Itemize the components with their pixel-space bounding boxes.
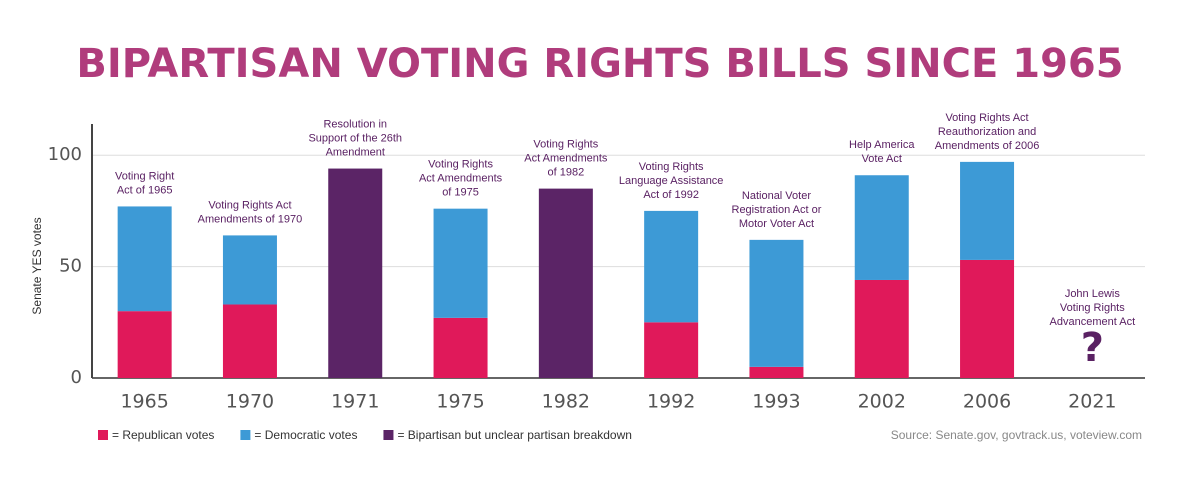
bar-annotation: Act of 1965: [117, 184, 173, 196]
bar-annotation: Amendments of 2006: [935, 140, 1040, 152]
bar-segment: [644, 322, 699, 378]
bar-annotation: Amendments of 1970: [198, 213, 303, 225]
legend-label: = Republican votes: [112, 428, 214, 442]
bar-annotation: Motor Voter Act: [739, 218, 814, 230]
bar-segment: [538, 188, 593, 378]
bar-annotation: Advancement Act: [1050, 316, 1136, 328]
bar-annotation: Resolution in: [323, 118, 387, 130]
bar-segment: [644, 210, 699, 323]
bar-segment: [960, 161, 1015, 260]
legend-label: = Bipartisan but unclear partisan breakd…: [397, 428, 631, 442]
bar-annotation: National Voter: [742, 190, 811, 202]
bar-annotation: of 1975: [442, 187, 479, 199]
x-tick-label: 1970: [226, 391, 274, 413]
bar-annotation: Voting Rights: [533, 139, 598, 151]
x-tick-label: 2006: [963, 391, 1011, 413]
x-tick-label: 1965: [120, 391, 168, 413]
bar-segment: [222, 235, 277, 305]
bar-segment: [960, 259, 1015, 378]
bar-segment: [749, 366, 804, 378]
bar-annotation: Voting Rights Act: [945, 112, 1028, 124]
bar-segment: [433, 208, 488, 318]
y-tick-label: 0: [71, 367, 82, 388]
legend-swatch: [383, 430, 394, 440]
bar-annotation: Registration Act or: [732, 204, 822, 216]
bar-segment: [222, 304, 277, 378]
bar-annotation: Voting Rights: [639, 161, 704, 173]
bar-segment: [854, 279, 909, 378]
bar-annotation: of 1982: [547, 167, 584, 179]
x-tick-label: 2002: [858, 391, 906, 413]
x-tick-label: 1982: [542, 391, 590, 413]
x-tick-label: 1971: [331, 391, 379, 413]
x-tick-label: 1992: [647, 391, 695, 413]
bar-annotation: Act Amendments: [524, 153, 608, 165]
bar-annotation: Amendment: [326, 146, 385, 158]
legend-swatch: [240, 430, 251, 440]
bar-annotation: Voting Right: [115, 170, 174, 182]
bar-segment: [854, 175, 909, 280]
pending-mark: ?: [1081, 325, 1104, 371]
x-tick-label: 1993: [752, 391, 800, 413]
chart-title: BIPARTISAN VOTING RIGHTS BILLS SINCE 196…: [76, 41, 1123, 87]
legend-swatch: [98, 430, 108, 440]
bar-annotation: Language Assistance: [619, 175, 724, 187]
y-tick-label: 100: [48, 144, 82, 165]
bar-segment: [749, 239, 804, 367]
bar-segment: [433, 317, 488, 378]
bar-segment: [328, 168, 383, 378]
bar-annotation: Support of the 26th: [308, 132, 402, 144]
bar-annotation: Act of 1992: [643, 189, 699, 201]
x-tick-label: 1975: [436, 391, 484, 413]
bar-annotation: Vote Act: [862, 153, 902, 165]
bar-annotation: John Lewis: [1065, 288, 1121, 300]
bar-annotation: Act Amendments: [419, 173, 503, 185]
bar-segment: [117, 311, 172, 378]
bar-annotation: Voting Rights: [428, 159, 493, 171]
bar-annotation: Voting Rights Act: [208, 199, 291, 211]
bar-segment: [117, 206, 172, 312]
bar-annotation: Help America: [849, 139, 915, 151]
x-tick-label: 2021: [1068, 391, 1116, 413]
bar-annotation: Voting Rights: [1060, 302, 1125, 314]
y-axis-label: Senate YES votes: [30, 217, 44, 314]
y-tick-label: 50: [59, 256, 82, 277]
legend-label: = Democratic votes: [254, 428, 357, 442]
bar-annotation: Reauthorization and: [938, 126, 1036, 138]
source: Source: Senate.gov, govtrack.us, votevie…: [891, 428, 1142, 442]
